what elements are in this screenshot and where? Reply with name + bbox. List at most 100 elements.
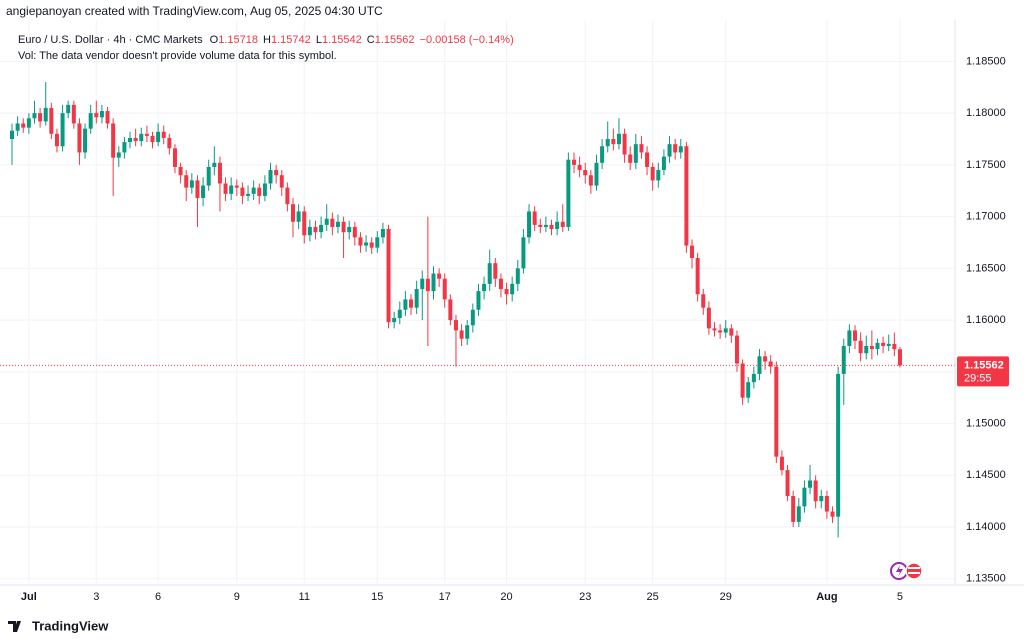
x-tick-label: 6 <box>155 591 161 603</box>
candle-body <box>201 185 206 198</box>
candle-body <box>633 144 638 163</box>
candle-body <box>695 258 700 295</box>
candle-body <box>279 175 284 188</box>
candle-body <box>403 299 408 310</box>
candle-body <box>864 345 869 354</box>
candle-body <box>240 187 245 196</box>
candle-body <box>274 170 279 176</box>
candle-body <box>493 263 498 279</box>
ohlc-value: 1.15562 <box>375 34 415 46</box>
y-tick-label: 1.16000 <box>966 314 1006 326</box>
candle-body <box>853 330 857 341</box>
candle-body <box>875 342 880 350</box>
badge-icon <box>908 572 920 574</box>
y-tick-label: 1.16500 <box>966 262 1006 274</box>
candle-body <box>881 342 886 346</box>
candle-body <box>459 330 464 339</box>
candle-body <box>431 273 436 292</box>
candle-body <box>847 330 852 346</box>
candle-body <box>10 130 14 140</box>
candle-body <box>796 506 801 522</box>
candle-body <box>195 180 200 198</box>
ohlc-letter: O <box>210 34 219 46</box>
x-tick-label: 17 <box>439 591 451 603</box>
candle-body <box>622 133 627 155</box>
last-price-label: 1.15562 <box>964 359 1004 371</box>
candle-body <box>88 113 93 129</box>
candle-body <box>234 185 239 188</box>
candle-body <box>740 363 745 398</box>
candle-body <box>414 289 419 308</box>
candle-body <box>690 245 695 259</box>
candle-body <box>858 340 863 354</box>
candle-body <box>425 278 430 292</box>
credit: angiepanoyan created with TradingView.co… <box>6 4 383 18</box>
candle-body <box>819 496 824 502</box>
countdown: 29:55 <box>964 372 992 384</box>
candle-body <box>527 211 532 238</box>
candle-body <box>99 111 104 118</box>
candle-body <box>392 318 397 323</box>
ohlc-value: 1.15742 <box>271 34 311 46</box>
candle-body <box>111 123 116 158</box>
candle-body <box>341 221 346 233</box>
candle-body <box>347 226 352 233</box>
candle-body <box>189 180 194 188</box>
candle-body <box>223 183 228 194</box>
candle-body <box>532 211 537 225</box>
candle-body <box>251 187 256 194</box>
candle-body <box>892 343 897 350</box>
y-tick-label: 1.17000 <box>966 211 1006 223</box>
y-tick-label: 1.13500 <box>966 573 1006 585</box>
candle-body <box>285 187 290 205</box>
candle-body <box>729 328 734 336</box>
candle-body <box>594 162 599 186</box>
candle-body <box>830 511 835 517</box>
candle-body <box>229 185 234 194</box>
candle-body <box>178 166 183 176</box>
candle-body <box>122 142 127 153</box>
candle-body <box>150 135 155 143</box>
candle-body <box>470 309 475 326</box>
candle-body <box>498 278 503 290</box>
ohlc-value: 1.15542 <box>322 34 362 46</box>
logo <box>8 621 21 632</box>
candle-body <box>836 373 841 517</box>
candle-body <box>139 133 144 142</box>
candle-body <box>217 162 222 184</box>
x-tick-label: 3 <box>93 591 99 603</box>
candle-body <box>330 218 335 227</box>
candle-body <box>364 242 369 246</box>
x-tick-label: 11 <box>299 591 310 603</box>
candle-body <box>442 278 447 300</box>
candle-body <box>656 170 661 181</box>
candle-body <box>453 320 458 331</box>
plot-area <box>0 20 955 585</box>
candle-body <box>560 221 565 227</box>
candle-body <box>307 226 312 236</box>
candle-body <box>723 328 728 333</box>
candle-body <box>77 123 82 153</box>
candle-body <box>824 496 829 512</box>
candle-body <box>734 335 739 364</box>
candle-body <box>15 123 20 131</box>
candle-body <box>296 211 301 222</box>
candle-body <box>510 283 515 295</box>
x-tick-label: 25 <box>647 591 659 603</box>
candle-body <box>319 224 324 233</box>
badges <box>890 562 923 580</box>
candle-body <box>600 146 605 163</box>
candle-body <box>487 263 492 284</box>
candle-body <box>83 128 88 153</box>
candle-body <box>639 144 644 153</box>
x-tick-label: 23 <box>579 591 591 603</box>
candle-body <box>808 480 813 488</box>
candle-body <box>650 166 655 181</box>
x-tick-label: 9 <box>234 591 240 603</box>
candle-body <box>397 309 402 319</box>
candle-body <box>380 229 385 238</box>
candle-body <box>712 328 717 331</box>
candle-body <box>521 237 526 269</box>
candle-body <box>616 133 621 145</box>
